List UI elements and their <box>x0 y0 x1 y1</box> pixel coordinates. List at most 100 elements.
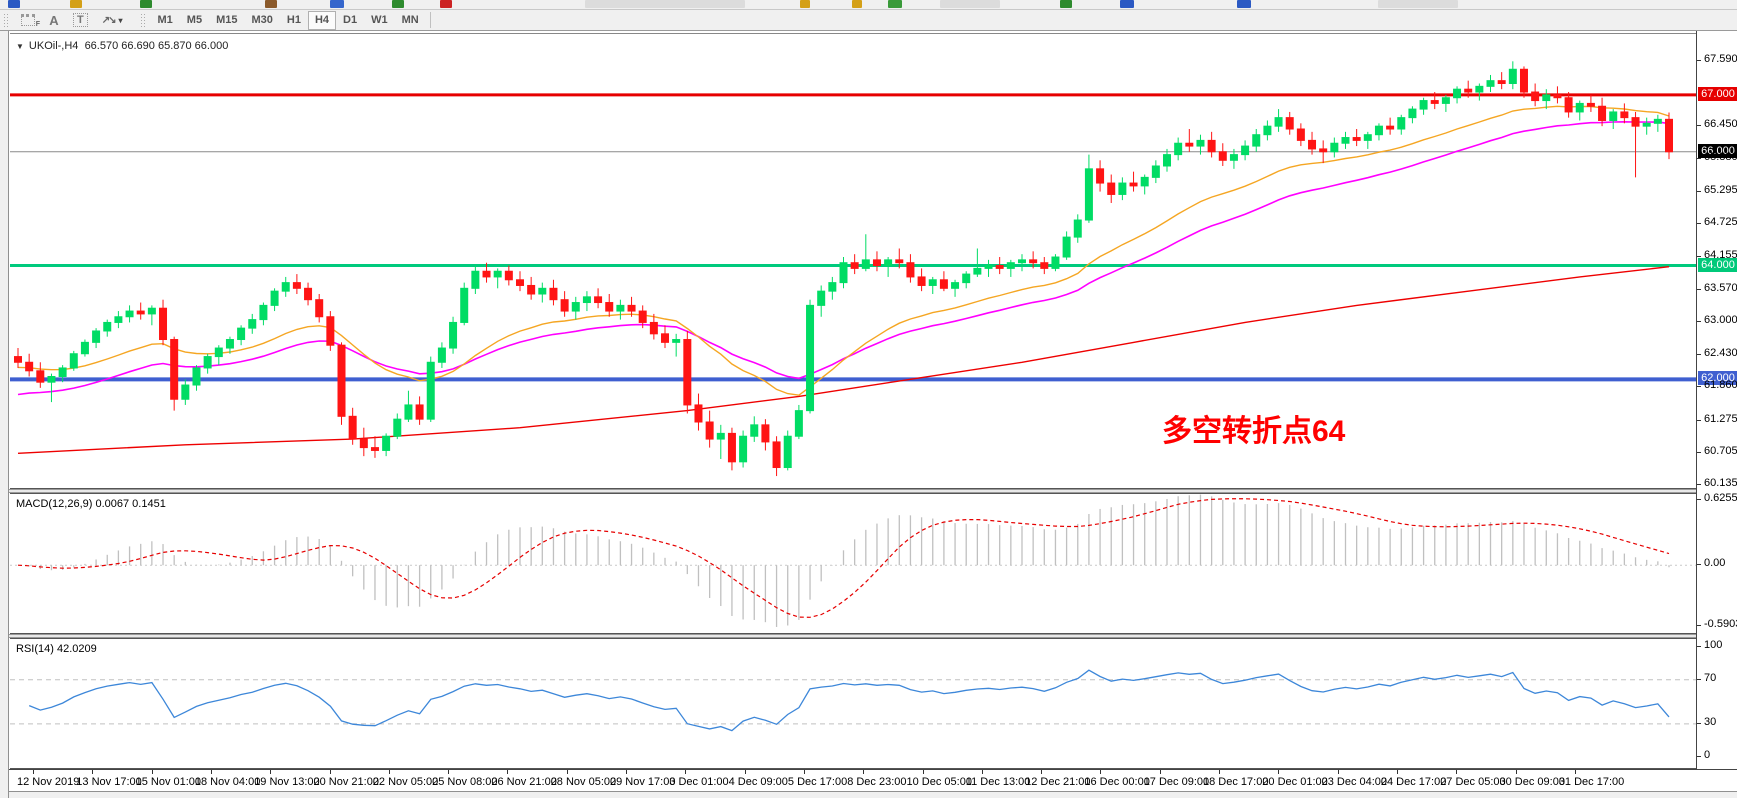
clipped-icon <box>330 0 344 8</box>
axis-tick <box>1697 625 1701 627</box>
date-tick <box>1041 770 1043 774</box>
date-label: 23 Dec 04:00 <box>1321 776 1388 788</box>
price-axis[interactable]: 67.590 67.000 66.450 66.000 65.880 65.295 64.7… <box>1696 31 1737 769</box>
price-chart-pane[interactable]: ▼ UKOil-,H4 66.570 66.690 65.870 66.000 多… <box>10 33 1696 489</box>
macd-chart[interactable] <box>10 494 1696 633</box>
date-tick <box>33 770 34 774</box>
date-label: 29 Nov 17:00 <box>610 776 676 788</box>
date-axis[interactable]: 12 Nov 2019 13 Nov 17:00 15 Nov 01:00 18 No… <box>9 769 1737 791</box>
axis-tick <box>1697 755 1701 757</box>
annotate-text-button[interactable]: A <box>42 11 66 30</box>
toolbar-drag-handle[interactable] <box>139 12 146 28</box>
date-label: 25 Nov 08:00 <box>432 776 498 788</box>
clipped-icon <box>888 0 902 8</box>
date-tick <box>388 770 390 774</box>
rsi-indicator-pane[interactable]: RSI(14) 42.0209 <box>10 638 1696 769</box>
date-tick <box>329 770 331 774</box>
toolbar: F A T ↗↘ ▾ M1 M5 M15 M30 H1 H4 D1 W1 MN <box>0 10 1737 31</box>
date-tick <box>1396 770 1398 774</box>
crosshair-grid-button[interactable]: F <box>14 11 42 30</box>
macd-indicator-pane[interactable]: MACD(12,26,9) 0.0067 0.1451 <box>10 493 1696 634</box>
chart-window: ▼ UKOil-,H4 66.570 66.690 65.870 66.000 多… <box>9 31 1737 798</box>
axis-label: 67.590 <box>1704 53 1737 66</box>
date-label: 20 Dec 01:00 <box>1262 776 1328 788</box>
grid-icon: F <box>21 14 40 28</box>
date-label: 15 Nov 01:00 <box>135 776 202 788</box>
date-label: 22 Nov 05:00 <box>372 776 439 788</box>
date-label: 4 Dec 09:00 <box>728 776 788 788</box>
date-label: 24 Dec 17:00 <box>1380 776 1447 788</box>
date-label: 18 Nov 04:00 <box>194 776 261 788</box>
axis-tick <box>1697 60 1701 62</box>
axis-tick <box>1697 157 1701 159</box>
axis-tick <box>1697 678 1701 680</box>
rsi-chart[interactable] <box>10 639 1696 768</box>
date-label: 26 Nov 21:00 <box>491 776 557 788</box>
symbol-timeframe-label: UKOil-,H4 <box>28 40 79 52</box>
clipped-icon <box>70 0 82 8</box>
axis-tick <box>1697 722 1701 724</box>
date-tick <box>1159 770 1161 774</box>
symbol-dropdown-icon[interactable]: ▼ <box>16 42 24 51</box>
axis-label: 0.6255 <box>1704 492 1737 505</box>
price-level-badge: 62.000 <box>1698 371 1737 386</box>
date-tick <box>1219 770 1220 774</box>
timeframe-button-H4[interactable]: H4 <box>307 10 337 30</box>
timeframe-button-H1[interactable]: H1 <box>286 14 301 26</box>
clipped-icon <box>1237 0 1251 8</box>
date-tick <box>685 770 687 774</box>
date-tick <box>507 770 509 774</box>
axis-tick <box>1697 125 1701 127</box>
clipped-icon <box>8 0 20 8</box>
timeframe-button-M30[interactable]: M30 <box>251 14 273 26</box>
chart-annotation-text: 多空转折点64 <box>1162 415 1346 448</box>
timeframe-button-MN[interactable]: MN <box>401 14 419 26</box>
pane-splitter[interactable] <box>9 634 1737 638</box>
axis-tick <box>1697 386 1701 388</box>
timeframe-button-M5[interactable]: M5 <box>186 14 203 26</box>
timeframe-button-W1[interactable]: W1 <box>371 14 388 26</box>
ohlc-values: 66.570 66.690 65.870 66.000 <box>84 40 229 52</box>
timeframe-button-D1[interactable]: D1 <box>343 14 358 26</box>
date-tick <box>1574 770 1576 774</box>
text-label-button[interactable]: T <box>66 11 95 30</box>
toolbar-drag-handle[interactable] <box>3 12 9 28</box>
date-tick <box>981 770 983 774</box>
axis-tick <box>1697 190 1701 192</box>
axis-tick <box>1697 223 1701 225</box>
price-level-badge: 64.000 <box>1698 257 1737 272</box>
cursor-mode-button[interactable]: ↗↘ ▾ <box>95 11 130 30</box>
clipped-icon <box>800 0 810 8</box>
axis-label: 66.450 <box>1704 118 1737 131</box>
axis-label: 0.00 <box>1704 557 1726 570</box>
date-tick <box>626 770 627 774</box>
clipped-icon <box>265 0 277 8</box>
date-tick <box>92 770 94 774</box>
price-level-badge: 67.000 <box>1698 86 1737 101</box>
clipped-icon <box>392 0 404 8</box>
axis-tick <box>1697 452 1701 453</box>
timeframe-button-group: M1 M5 M15 M30 H1 H4 D1 W1 MN <box>151 10 426 30</box>
timeframe-button-M15[interactable]: M15 <box>216 14 238 26</box>
window-bottom-strip <box>9 791 1737 798</box>
timeframe-button-M1[interactable]: M1 <box>157 14 173 26</box>
letter-a-icon: A <box>49 12 59 28</box>
axis-label: 0 <box>1704 748 1711 761</box>
toolbar-row-clipped <box>0 0 1737 10</box>
date-tick <box>1456 770 1458 774</box>
axis-label: -0.5903 <box>1704 618 1737 631</box>
date-tick <box>744 770 746 774</box>
date-label: 13 Nov 17:00 <box>76 776 142 788</box>
date-label: 12 Dec 21:00 <box>1025 776 1091 788</box>
candlestick-chart[interactable] <box>10 34 1696 488</box>
date-label: 20 Nov 21:00 <box>313 776 379 788</box>
clipped-icon <box>1060 0 1072 8</box>
chevron-down-icon[interactable]: ▾ <box>118 15 123 25</box>
date-tick <box>270 770 272 774</box>
pane-splitter[interactable] <box>9 489 1737 493</box>
clipped-icon <box>852 0 862 8</box>
axis-tick <box>1697 484 1701 486</box>
date-label: 3 Dec 01:00 <box>669 776 729 788</box>
date-label: 16 Dec 00:00 <box>1084 776 1150 788</box>
